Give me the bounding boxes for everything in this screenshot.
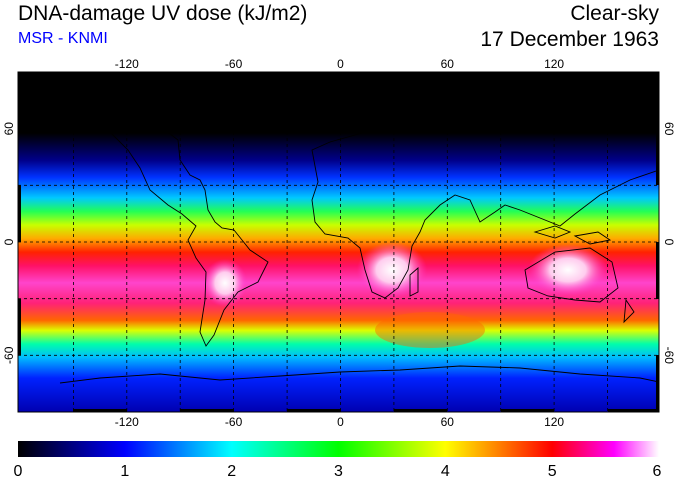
lat-tick-label: -60: [662, 347, 676, 365]
colorbar-tick-label: 2: [227, 463, 236, 480]
lon-tick-label: 120: [544, 57, 564, 71]
lon-tick-label: -120: [115, 415, 139, 429]
map-frame: [17, 71, 660, 413]
lat-tick-label: -60: [2, 346, 16, 364]
colorbar-tick-label: 3: [334, 463, 343, 480]
lon-tick-label: -60: [225, 415, 243, 429]
lat-tick-label: 60: [2, 122, 16, 136]
lon-tick-label: -60: [225, 57, 243, 71]
lon-tick-label: -120: [115, 57, 139, 71]
credit-label: MSR - KNMI: [18, 30, 108, 47]
lon-ticks-bottom: -120 -60 0 60 120: [115, 415, 565, 429]
colorbar-tick-label: 5: [548, 463, 557, 480]
lon-tick-label: 0: [337, 57, 344, 71]
colorbar-gradient: [18, 441, 659, 457]
lat-ticks-right: 60 0 -60: [662, 122, 676, 364]
lat-tick-label: 60: [662, 122, 676, 136]
coastlines: [26, 95, 659, 384]
lat-tick-label: 0: [2, 238, 16, 245]
hotspot-australia: [528, 244, 608, 296]
lon-tick-label: 60: [441, 415, 455, 429]
lon-tick-label: 0: [337, 415, 344, 429]
date-label: 17 December 1963: [480, 28, 659, 51]
colorbar-tick-label: 1: [120, 463, 129, 480]
lon-tick-label: 120: [544, 415, 564, 429]
orange-patch-indian-ocean: [375, 312, 485, 348]
map-title: DNA-damage UV dose (kJ/m2): [18, 2, 308, 25]
colorbar-tick-label: 6: [653, 463, 662, 480]
lat-ticks-left: 60 0 -60: [2, 122, 16, 364]
colorbar-tick-label: 4: [441, 463, 450, 480]
colorbar: 0 1 2 3 4 5 6: [14, 441, 662, 480]
hotspot-southern-africa: [357, 242, 427, 298]
gridlines: [18, 72, 659, 412]
sky-condition-label: Clear-sky: [570, 2, 659, 25]
lon-tick-label: 60: [441, 57, 455, 71]
lon-ticks-top: -120 -60 0 60 120: [115, 57, 565, 71]
colorbar-tick-label: 0: [14, 463, 23, 480]
lat-tick-label: 0: [662, 239, 676, 246]
hotspot-south-america: [203, 259, 247, 307]
